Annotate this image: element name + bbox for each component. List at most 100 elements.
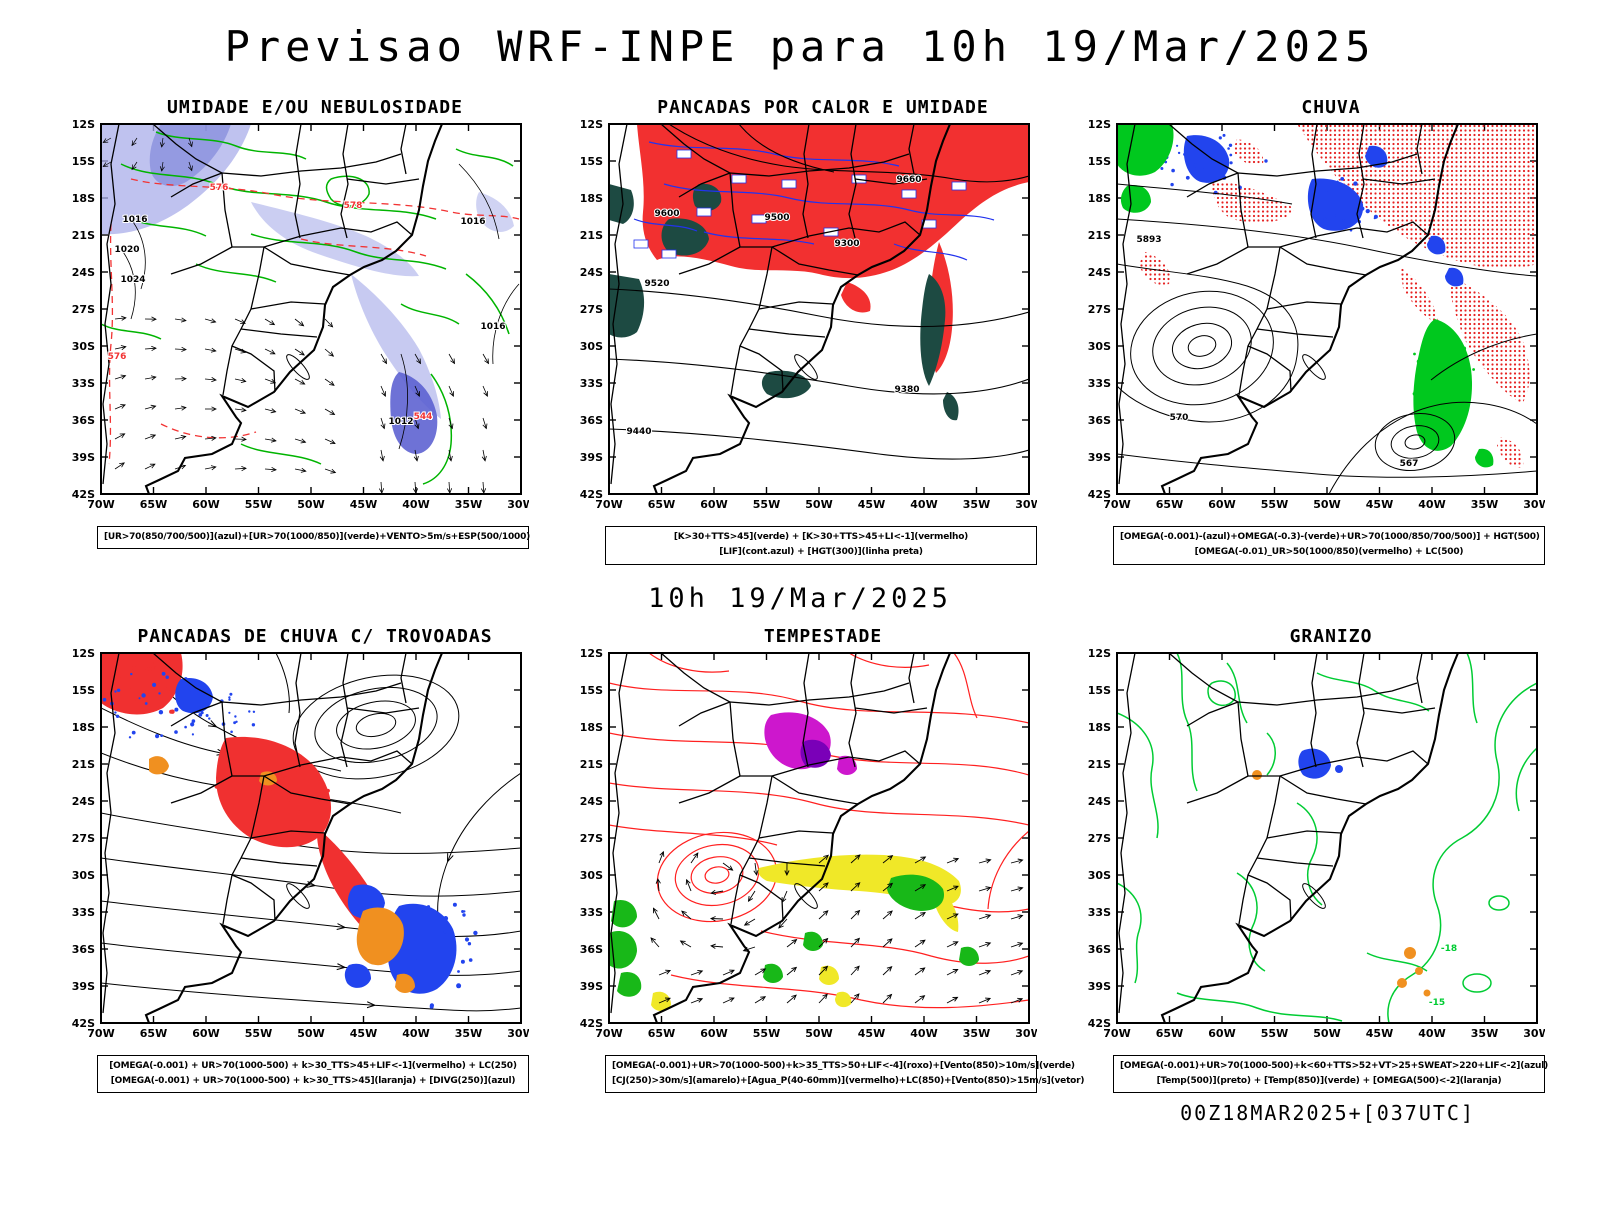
svg-text:1012: 1012 <box>388 417 413 427</box>
forecast-row-bottom: PANCADAS DE CHUVA C/ TROVOADAS 12S 15S 18S… <box>0 626 1600 1094</box>
svg-text:21S: 21S <box>580 758 603 771</box>
svg-text:24S: 24S <box>1088 795 1111 808</box>
svg-text:27S: 27S <box>1088 303 1111 316</box>
svg-text:1016: 1016 <box>480 322 505 332</box>
svg-text:30W: 30W <box>1015 1027 1037 1040</box>
svg-text:21S: 21S <box>1088 229 1111 242</box>
run-info: 00Z18MAR2025+[037UTC] <box>0 1101 1600 1125</box>
svg-text:65W: 65W <box>1156 1027 1183 1040</box>
svg-text:45W: 45W <box>350 498 377 511</box>
svg-text:15S: 15S <box>1088 684 1111 697</box>
svg-text:40W: 40W <box>1418 498 1445 511</box>
panel-title-tempestade: TEMPESTADE <box>764 626 882 647</box>
svg-text:39S: 39S <box>1088 451 1111 464</box>
svg-text:70W: 70W <box>595 498 622 511</box>
panel-title-trovoadas: PANCADAS DE CHUVA C/ TROVOADAS <box>137 626 492 647</box>
svg-text:36S: 36S <box>1088 414 1111 427</box>
caption-line: [OMEGA(-0.001) + UR>70(1000-500) + k>30_… <box>104 1059 522 1074</box>
svg-text:35W: 35W <box>963 498 990 511</box>
svg-text:45W: 45W <box>858 1027 885 1040</box>
caption-line: [OMEGA(-0.001)+UR>70(1000-500)+k<60+TTS>… <box>1120 1059 1538 1074</box>
svg-text:65W: 65W <box>648 1027 675 1040</box>
svg-text:55W: 55W <box>245 1027 272 1040</box>
caption-box-trovoadas: [OMEGA(-0.001) + UR>70(1000-500) + k>30_… <box>97 1055 529 1094</box>
svg-text:18S: 18S <box>1088 721 1111 734</box>
svg-text:50W: 50W <box>297 498 324 511</box>
svg-text:55W: 55W <box>753 1027 780 1040</box>
caption-line: [Temp(500)](preto) + [Temp(850)](verde) … <box>1120 1074 1538 1089</box>
svg-text:33S: 33S <box>580 906 603 919</box>
caption-line: [CJ(250)>30m/s](amarelo)+[Agua_P(40-60mm… <box>612 1074 1030 1089</box>
svg-text:12S: 12S <box>1088 649 1111 660</box>
svg-text:45W: 45W <box>1366 498 1393 511</box>
svg-text:70W: 70W <box>595 1027 622 1040</box>
svg-text:1024: 1024 <box>120 275 145 285</box>
svg-text:18S: 18S <box>72 721 95 734</box>
svg-text:33S: 33S <box>72 377 95 390</box>
svg-text:55W: 55W <box>1261 498 1288 511</box>
svg-text:60W: 60W <box>700 498 727 511</box>
svg-text:40W: 40W <box>1418 1027 1445 1040</box>
svg-text:30S: 30S <box>580 340 603 353</box>
svg-text:24S: 24S <box>1088 266 1111 279</box>
caption-box-chuva: [OMEGA(-0.001)-(azul)+OMEGA(-0.3)-(verde… <box>1113 526 1545 565</box>
svg-text:15S: 15S <box>580 684 603 697</box>
caption-box-tempestade: [OMEGA(-0.001)+UR>70(1000-500)+k>35_TTS>… <box>605 1055 1037 1094</box>
svg-text:30S: 30S <box>72 869 95 882</box>
panel-title-chuva: CHUVA <box>1301 97 1360 118</box>
svg-text:39S: 39S <box>72 980 95 993</box>
svg-text:576: 576 <box>108 352 127 362</box>
svg-text:65W: 65W <box>140 1027 167 1040</box>
svg-text:15S: 15S <box>72 155 95 168</box>
svg-text:50W: 50W <box>805 1027 832 1040</box>
svg-text:60W: 60W <box>192 1027 219 1040</box>
panel-title-granizo: GRANIZO <box>1290 626 1373 647</box>
svg-text:39S: 39S <box>1088 980 1111 993</box>
svg-text:15S: 15S <box>1088 155 1111 168</box>
svg-text:33S: 33S <box>1088 906 1111 919</box>
svg-text:35W: 35W <box>963 1027 990 1040</box>
svg-text:30S: 30S <box>72 340 95 353</box>
svg-text:30W: 30W <box>1523 498 1545 511</box>
svg-text:12S: 12S <box>580 649 603 660</box>
svg-text:55W: 55W <box>245 498 272 511</box>
svg-text:60W: 60W <box>1208 1027 1235 1040</box>
svg-text:1020: 1020 <box>114 245 139 255</box>
svg-text:27S: 27S <box>580 303 603 316</box>
caption-line: [OMEGA(-0.01)_UR>50(1000/850)(vermelho) … <box>1120 545 1538 560</box>
svg-text:40W: 40W <box>910 498 937 511</box>
svg-text:39S: 39S <box>72 451 95 464</box>
svg-text:35W: 35W <box>455 1027 482 1040</box>
svg-text:21S: 21S <box>72 758 95 771</box>
svg-text:9300: 9300 <box>834 239 859 249</box>
svg-text:9520: 9520 <box>644 279 669 289</box>
svg-text:45W: 45W <box>1366 1027 1393 1040</box>
caption-line: [OMEGA(-0.001)+UR>70(1000-500)+k>35_TTS>… <box>612 1059 1030 1074</box>
svg-text:-18: -18 <box>1441 944 1457 954</box>
svg-text:45W: 45W <box>350 1027 377 1040</box>
svg-text:9500: 9500 <box>764 213 789 223</box>
svg-text:18S: 18S <box>580 721 603 734</box>
caption-line: [OMEGA(-0.001) + UR>70(1000-500) + k>30_… <box>104 1074 522 1089</box>
svg-text:21S: 21S <box>72 229 95 242</box>
svg-text:9600: 9600 <box>654 209 679 219</box>
svg-text:27S: 27S <box>580 832 603 845</box>
svg-text:65W: 65W <box>1156 498 1183 511</box>
svg-text:60W: 60W <box>192 498 219 511</box>
svg-text:5893: 5893 <box>1136 235 1161 245</box>
svg-text:30W: 30W <box>507 498 529 511</box>
svg-text:70W: 70W <box>87 498 114 511</box>
svg-text:50W: 50W <box>805 498 832 511</box>
svg-text:30S: 30S <box>1088 340 1111 353</box>
svg-text:39S: 39S <box>580 980 603 993</box>
